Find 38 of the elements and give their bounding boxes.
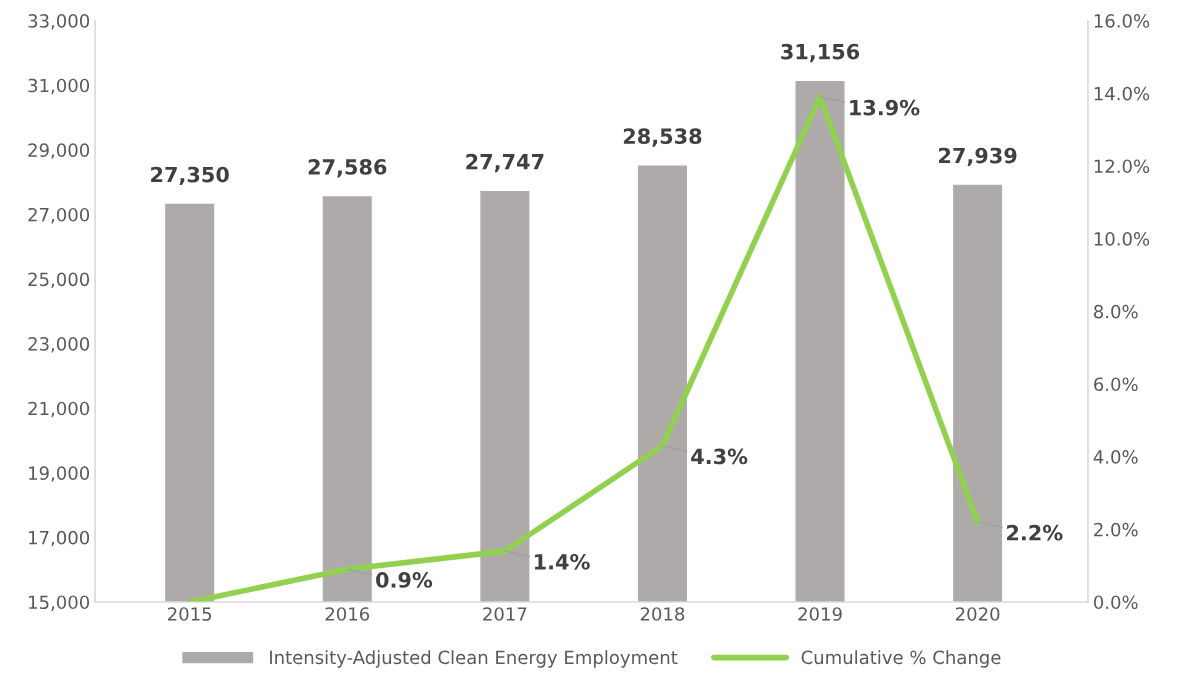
legend-label: Intensity-Adjusted Clean Energy Employment [270, 650, 678, 668]
data-label: 1.4% [534, 553, 590, 570]
data-label: 31,156 [781, 43, 860, 63]
y2-tick-label: 0.0% [1093, 595, 1138, 610]
data-label: 27,747 [466, 153, 544, 173]
y-tick-label: 33,000 [28, 14, 90, 30]
y2-tick-label: 16.0% [1094, 14, 1150, 28]
y-tick-label: 19,000 [29, 466, 90, 482]
y2-tick-label: 12.0% [1094, 159, 1150, 174]
data-label: 0.9% [376, 572, 433, 588]
y-tick-label: 25,000 [28, 272, 90, 288]
y2-tick-label: 4.0% [1093, 450, 1138, 464]
x-tick-label: 2020 [955, 607, 1000, 621]
x-tick-label: 2015 [168, 607, 212, 621]
data-label: 27,939 [939, 147, 1017, 167]
y-tick-label: 21,000 [28, 401, 90, 418]
y2-tick-label: 2.0% [1094, 522, 1138, 537]
y2-tick-label: 10.0% [1094, 232, 1150, 246]
x-tick-label: 2017 [483, 607, 527, 621]
data-label: 27,586 [308, 159, 387, 178]
legend-label: Cumulative % Change [801, 650, 1001, 668]
y2-tick-label: 8.0% [1094, 304, 1138, 319]
y-tick-label: 23,000 [28, 337, 90, 353]
data-label: 27,350 [151, 166, 229, 186]
data-label: 4.3% [691, 448, 748, 465]
y-tick-label: 15,000 [29, 595, 90, 611]
x-tick-label: 2018 [640, 607, 685, 621]
data-label: 13.9% [850, 99, 920, 116]
y-tick-label: 17,000 [29, 530, 90, 547]
y-tick-label: 31,000 [28, 78, 90, 95]
data-label: 2.2% [1007, 524, 1063, 541]
y-tick-label: 27,000 [28, 207, 90, 224]
y-tick-label: 29,000 [28, 143, 90, 159]
y2-tick-label: 14.0% [1094, 86, 1150, 101]
x-tick-label: 2019 [798, 607, 842, 621]
y2-tick-label: 6.0% [1094, 377, 1138, 392]
x-tick-label: 2016 [325, 607, 370, 621]
data-label: 28,538 [623, 128, 702, 147]
